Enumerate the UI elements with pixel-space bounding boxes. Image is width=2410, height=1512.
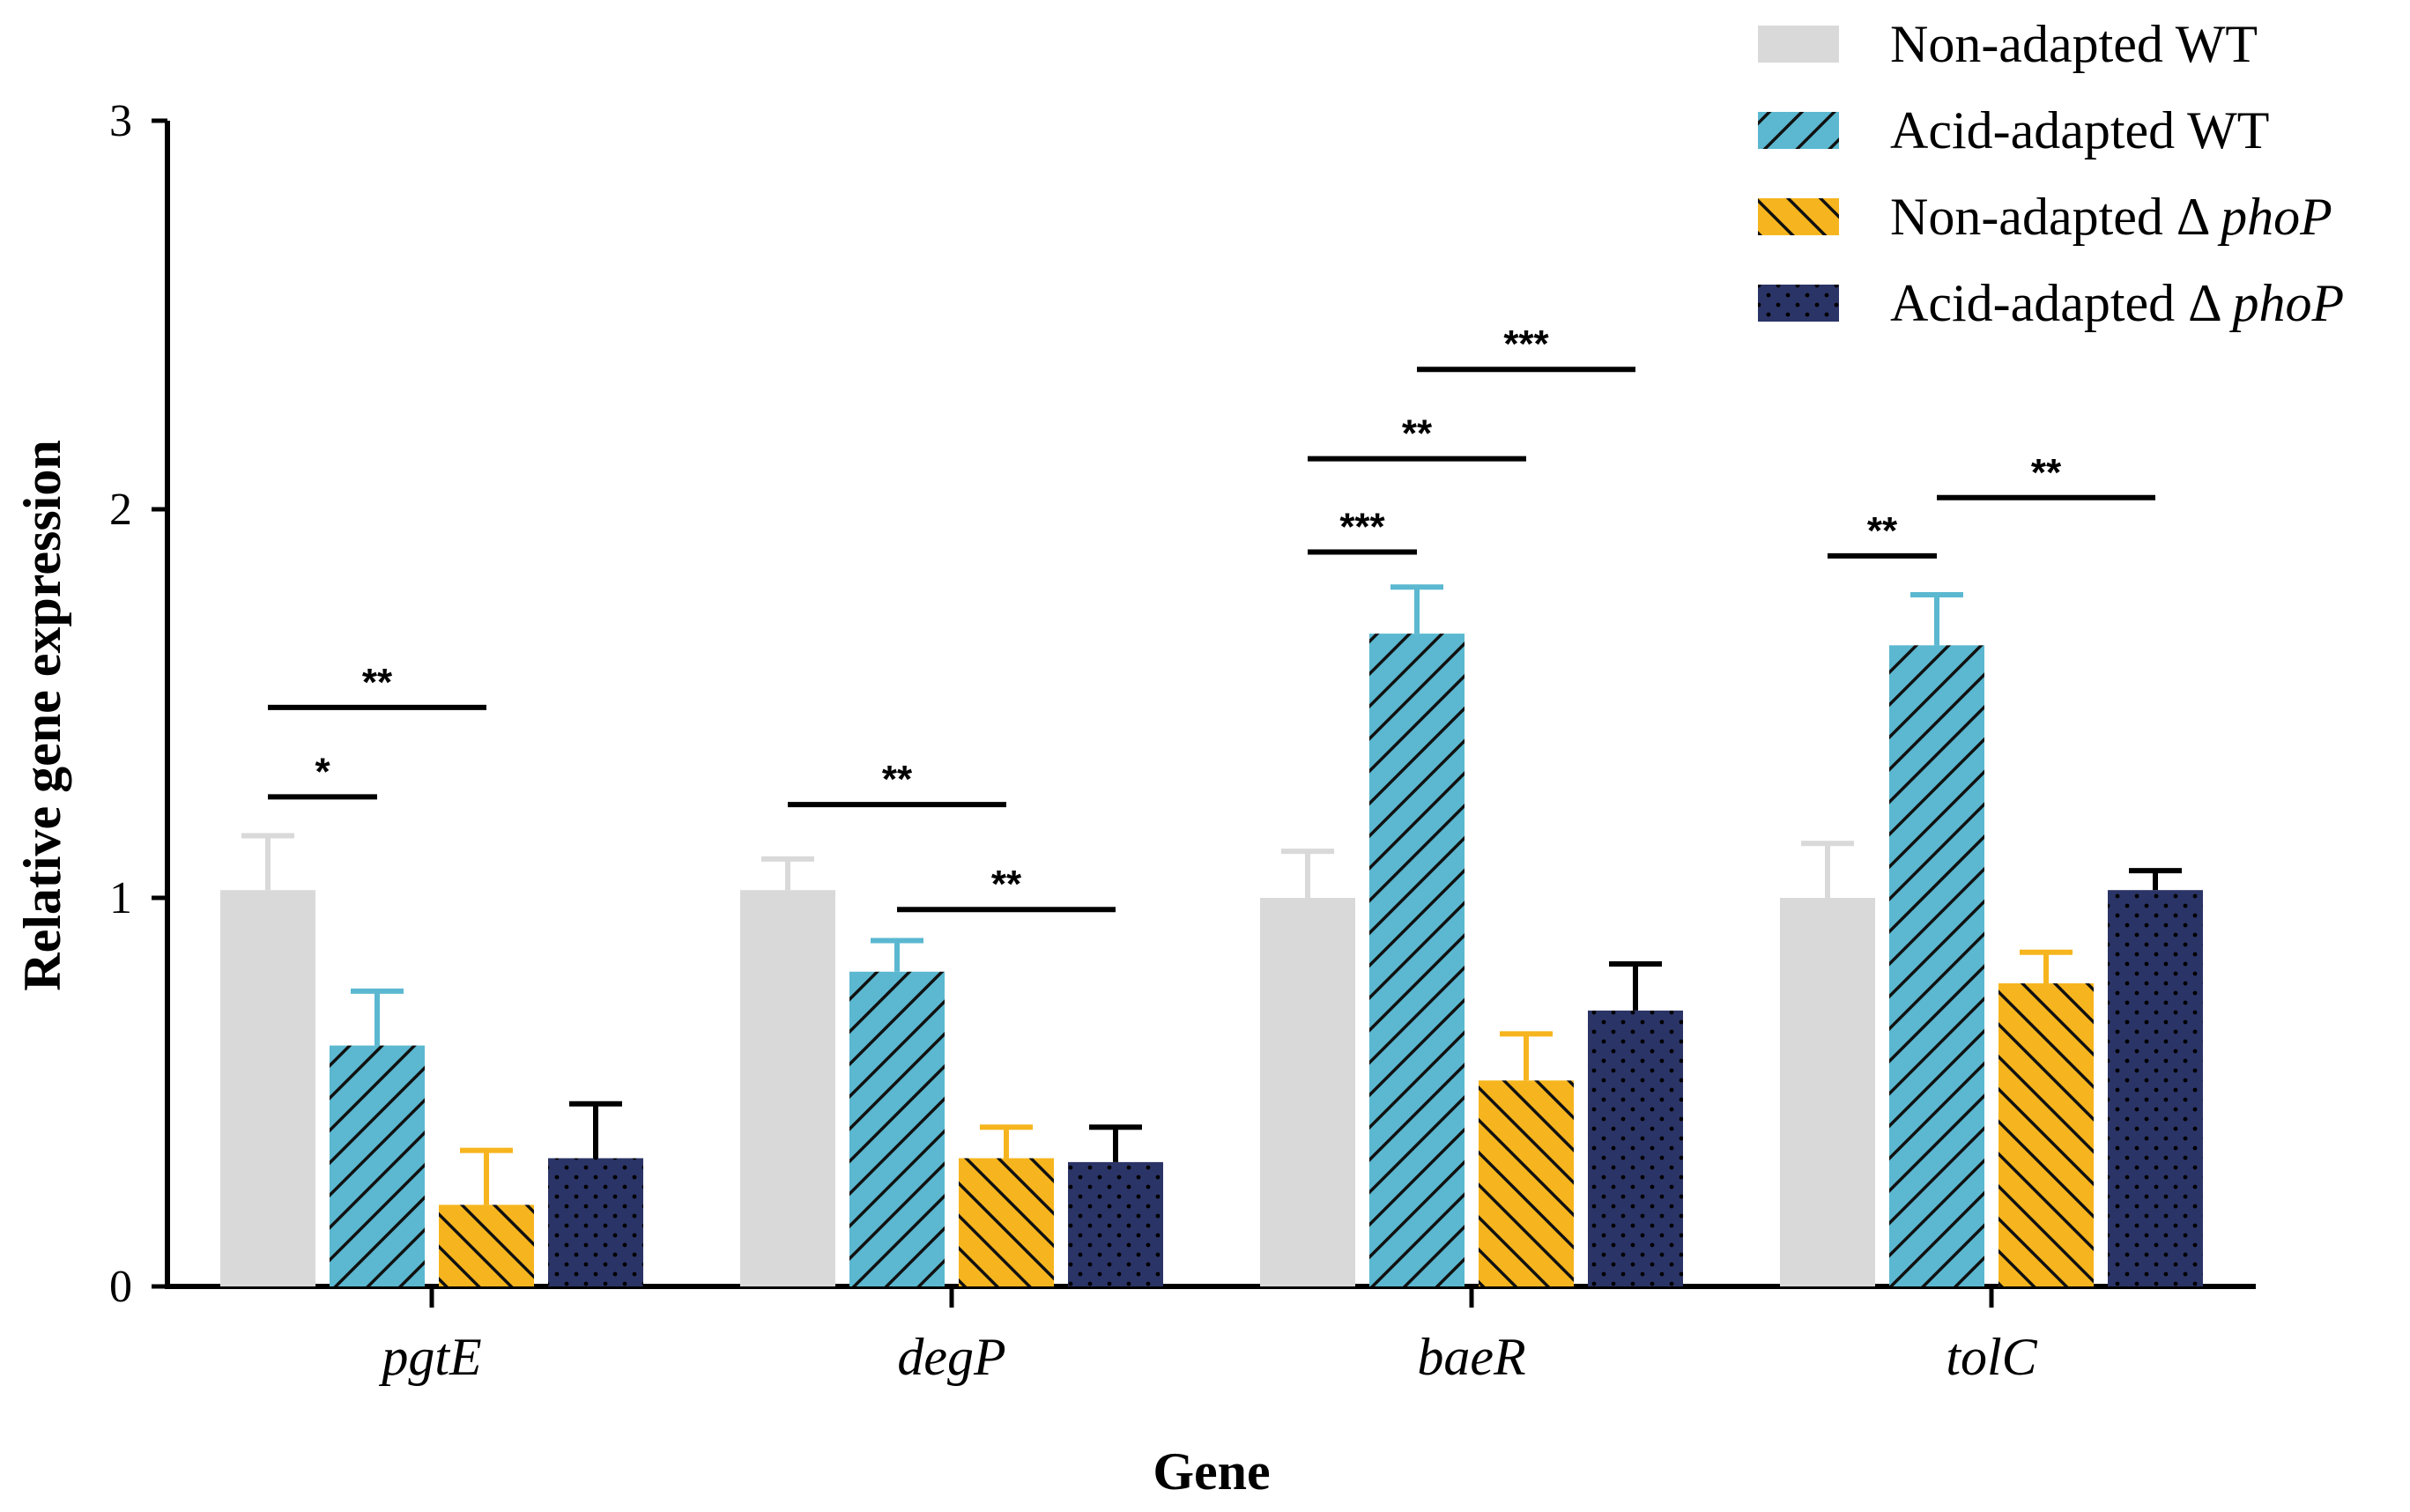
bar-pgtE-series-1 <box>220 890 315 1286</box>
y-tick-label: 3 <box>109 96 132 146</box>
bar-baeR-series-4 <box>1588 1011 1683 1286</box>
legend-swatch-series-4 <box>1758 285 1839 322</box>
significance-label: ** <box>1402 412 1433 456</box>
bars <box>220 634 2203 1286</box>
significance-label: ** <box>991 863 1022 906</box>
legend-label-series-1: Non-adapted WT <box>1890 15 2258 73</box>
x-tick-label-pgtE: pgtE <box>378 1328 481 1386</box>
legend: Non-adapted WT Acid-adapted WT Non-adapted… <box>1758 15 2344 332</box>
legend-label-series-2: Acid-adapted WT <box>1890 101 2269 159</box>
bar-tolC-series-4 <box>2108 890 2203 1286</box>
significance-label: ** <box>362 661 393 704</box>
y-axis-title: Relative gene expression <box>13 440 71 990</box>
bar-degP-series-4 <box>1068 1162 1163 1286</box>
bar-tolC-series-3 <box>1998 983 2094 1286</box>
legend-swatch-series-1 <box>1758 26 1839 63</box>
legend-swatch-series-3 <box>1758 198 1839 235</box>
significance-label: * <box>315 750 330 793</box>
x-ticks: pgtE degP baeR tolC <box>378 1286 2037 1386</box>
significance-label: *** <box>1503 322 1549 366</box>
bar-degP-series-2 <box>849 972 945 1286</box>
legend-swatch-series-2 <box>1758 112 1839 149</box>
bar-baeR-series-3 <box>1479 1080 1574 1286</box>
y-tick-label: 1 <box>109 873 132 923</box>
bar-tolC-series-1 <box>1780 898 1875 1286</box>
significance-label: ** <box>2031 451 2062 494</box>
bar-chart: 0123 ******************* pgtE degP baeR tol… <box>0 0 2410 1512</box>
x-axis-title: Gene <box>1153 1442 1270 1501</box>
significance-annotations: ******************* <box>268 322 2155 909</box>
x-tick-label-tolC: tolC <box>1946 1328 2037 1386</box>
significance-label: ** <box>1867 509 1898 552</box>
legend-label-series-4: Acid-adapted Δ phoP <box>1890 274 2344 332</box>
significance-label: ** <box>882 758 913 801</box>
x-tick-label-baeR: baeR <box>1417 1328 1525 1386</box>
bar-baeR-series-2 <box>1369 634 1465 1286</box>
bar-tolC-series-2 <box>1889 645 1984 1286</box>
y-ticks: 0 1 2 3 <box>109 96 167 1312</box>
significance-label: *** <box>1339 506 1385 549</box>
x-tick-label-degP: degP <box>897 1328 1005 1386</box>
legend-label-series-3: Non-adapted Δ phoP <box>1890 188 2332 246</box>
bar-pgtE-series-3 <box>439 1204 534 1286</box>
bar-degP-series-3 <box>959 1158 1054 1286</box>
bar-pgtE-series-4 <box>548 1158 643 1286</box>
y-tick-label: 2 <box>109 485 132 535</box>
bar-baeR-series-1 <box>1260 898 1355 1286</box>
bar-pgtE-series-2 <box>330 1046 425 1286</box>
bar-degP-series-1 <box>740 890 835 1286</box>
y-tick-label: 0 <box>109 1262 132 1312</box>
